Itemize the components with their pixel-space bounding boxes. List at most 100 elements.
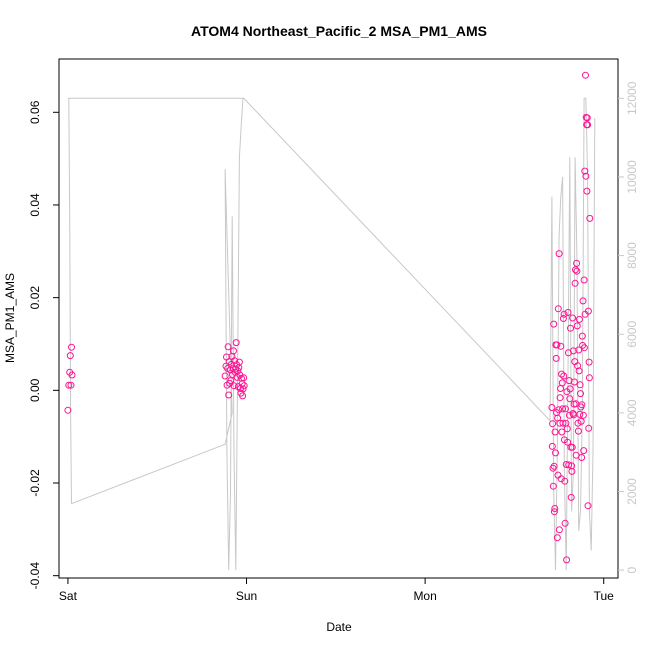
data-point bbox=[559, 315, 567, 322]
x-tick-label: Sun bbox=[236, 589, 257, 603]
data-point bbox=[558, 370, 566, 378]
data-point bbox=[563, 556, 571, 564]
data-point bbox=[557, 342, 565, 350]
x-tick-label: Sat bbox=[59, 589, 78, 603]
data-point bbox=[559, 419, 567, 427]
y2-tick-label: 12000 bbox=[625, 81, 639, 115]
data-point bbox=[570, 378, 578, 386]
y-tick-label: 0.04 bbox=[28, 193, 42, 217]
data-point bbox=[584, 502, 592, 510]
data-point bbox=[562, 405, 569, 413]
y-tick-label: -0.02 bbox=[28, 469, 42, 497]
data-point bbox=[569, 314, 577, 322]
data-point bbox=[558, 428, 566, 436]
data-point bbox=[554, 471, 562, 479]
data-point bbox=[66, 352, 74, 360]
data-point bbox=[221, 372, 229, 380]
data-point bbox=[235, 358, 243, 366]
y2-tick-label: 8000 bbox=[625, 242, 639, 269]
plot-area bbox=[58, 58, 619, 579]
data-point bbox=[68, 371, 76, 379]
y-axis-label: MSA_PM1_AMS bbox=[3, 273, 17, 363]
data-point bbox=[561, 519, 569, 527]
data-point bbox=[68, 343, 75, 351]
data-point bbox=[566, 395, 574, 403]
data-point bbox=[552, 354, 560, 362]
data-point bbox=[64, 406, 72, 414]
x-axis: Sat Sun Mon Tue bbox=[59, 578, 614, 603]
data-point bbox=[559, 405, 567, 413]
data-point bbox=[573, 322, 581, 330]
data-point bbox=[567, 324, 574, 332]
data-point bbox=[566, 385, 574, 393]
points-series bbox=[64, 71, 594, 564]
data-point bbox=[585, 424, 593, 432]
data-point bbox=[578, 401, 586, 409]
y2-tick-label: 2000 bbox=[625, 478, 639, 505]
data-point bbox=[568, 467, 576, 475]
data-point bbox=[580, 447, 588, 455]
data-point bbox=[578, 332, 586, 340]
data-point bbox=[586, 214, 594, 222]
data-point bbox=[555, 250, 563, 258]
data-point bbox=[558, 379, 566, 387]
data-point bbox=[224, 343, 232, 351]
data-point bbox=[549, 420, 557, 428]
data-point bbox=[573, 259, 581, 267]
data-point bbox=[572, 266, 579, 274]
data-point bbox=[553, 341, 561, 349]
data-point bbox=[568, 443, 576, 451]
data-point bbox=[579, 411, 587, 419]
data-point bbox=[563, 425, 571, 433]
data-point bbox=[230, 347, 237, 355]
data-point bbox=[575, 315, 583, 323]
data-point bbox=[576, 381, 584, 389]
data-point bbox=[239, 392, 247, 400]
data-point bbox=[576, 410, 584, 418]
data-point bbox=[234, 367, 242, 375]
data-point bbox=[65, 381, 73, 389]
data-point bbox=[553, 534, 561, 542]
data-point bbox=[548, 404, 556, 411]
data-point bbox=[573, 267, 581, 275]
data-point bbox=[564, 438, 572, 446]
data-point bbox=[583, 187, 591, 195]
data-point bbox=[67, 381, 75, 389]
data-point bbox=[556, 394, 564, 402]
data-point bbox=[230, 382, 238, 390]
data-point bbox=[225, 391, 233, 399]
y-tick-label: 0.00 bbox=[28, 378, 42, 402]
x-tick-label: Mon bbox=[413, 589, 436, 603]
data-point bbox=[560, 372, 568, 380]
data-point bbox=[564, 309, 572, 316]
x-tick-label: Tue bbox=[594, 589, 615, 603]
data-point bbox=[575, 346, 583, 354]
data-point bbox=[240, 382, 248, 390]
y2-axis: 0 2000 4000 6000 8000 10000 12000 bbox=[618, 81, 639, 573]
data-point bbox=[579, 341, 587, 349]
data-point bbox=[554, 305, 562, 313]
y-tick-label: 0.06 bbox=[28, 100, 42, 124]
data-point bbox=[548, 442, 556, 450]
data-point bbox=[574, 427, 582, 435]
data-point bbox=[565, 411, 573, 419]
data-point bbox=[557, 475, 565, 483]
data-point bbox=[569, 347, 577, 355]
y-tick-label: 0.02 bbox=[28, 286, 42, 310]
chart-title: ATOM4 Northeast_Pacific_2 MSA_PM1_AMS bbox=[191, 23, 487, 39]
data-point bbox=[577, 417, 585, 425]
y2-tick-label: 10000 bbox=[625, 160, 639, 194]
data-point bbox=[583, 114, 591, 122]
data-point bbox=[585, 358, 593, 366]
data-point bbox=[581, 167, 589, 175]
y2-tick-label: 6000 bbox=[625, 321, 639, 348]
data-point bbox=[561, 477, 569, 485]
data-point bbox=[232, 365, 240, 373]
data-point bbox=[579, 297, 587, 305]
data-point bbox=[550, 320, 558, 328]
data-point bbox=[550, 508, 558, 516]
data-point bbox=[565, 461, 573, 469]
x-axis-label: Date bbox=[326, 620, 352, 634]
data-point bbox=[574, 362, 582, 370]
